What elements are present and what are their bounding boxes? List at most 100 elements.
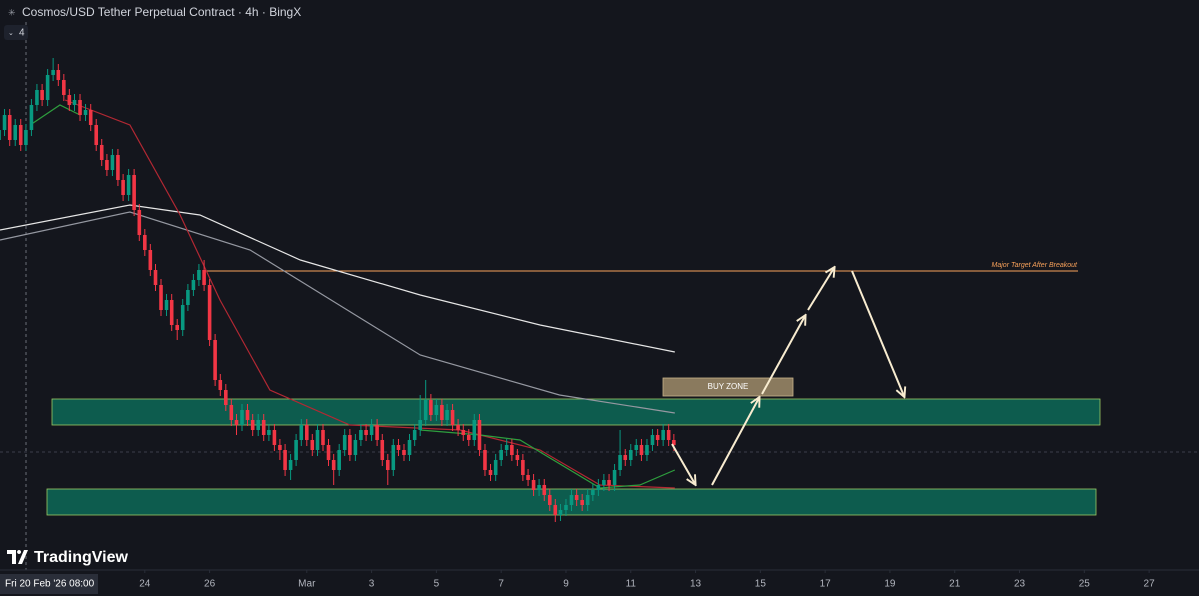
candle-body [639,445,644,455]
plot [0,58,676,522]
candle-body [440,405,444,420]
candle-body [40,90,44,100]
candle-body [596,485,601,490]
candle-body [407,440,412,455]
candle-body [650,435,655,445]
candle-body [612,470,617,485]
candle-body [191,280,196,290]
moving-average [420,429,676,489]
candle-body [369,425,374,435]
x-tick-label: 25 [1079,579,1091,590]
candle-body [569,495,574,505]
candle-body [143,235,147,250]
candle-body [261,420,266,435]
candle-body [234,420,239,425]
x-tick-label: 9 [563,579,569,590]
candle-body [240,410,244,425]
candle-body [7,115,12,140]
candle-body [267,430,271,435]
buy-zone-box [662,377,794,397]
candle-body [197,270,201,280]
candle-body [450,410,455,425]
candle-body [35,90,39,105]
candle-body [628,450,633,460]
candle-body [607,480,611,485]
arrows [671,268,904,485]
candle-body [310,440,315,450]
candle-body [542,485,547,495]
candle-body [29,105,34,130]
candle-body [229,405,234,420]
target-label: Major Target After Breakout [992,262,1079,269]
candle-body [159,285,163,310]
candle-body [326,445,331,460]
x-tick-label: 7 [498,579,504,590]
candle-body [132,175,136,210]
x-tick-label: Mar [298,579,316,590]
candle-body [531,480,536,490]
candle-body [331,460,336,470]
candle-body [116,155,120,180]
candle-body [429,400,433,415]
candle-body [666,430,671,440]
indicator-box[interactable] [4,25,28,40]
candle-body [186,290,190,305]
x-tick-label: 24 [139,579,151,590]
candle-body [661,430,665,440]
candle-body [434,405,439,415]
indicator-chevron: ⌄ [8,30,14,37]
symbol-icon: ✳ [8,7,16,17]
candle-body [385,460,390,470]
x-tick-label: 13 [690,579,702,590]
candle-body [2,115,7,130]
candle-body [148,250,153,270]
candle-body [585,495,590,505]
candle-body [353,440,358,455]
x-tick-label: 23 [1014,579,1026,590]
candle-body [412,430,417,440]
candle-body [315,430,320,450]
candle-body [521,460,525,475]
x-tick-label: 26 [204,579,216,590]
indicator-label: 4 [19,28,25,39]
candle-body [445,410,449,420]
candle-body [110,155,115,170]
candle-body [342,435,347,450]
candle-body [499,450,503,460]
moving-average [64,99,675,489]
candle-body [137,210,142,235]
candle-body [99,145,104,160]
candle-body [537,485,541,490]
candle-body [402,450,406,455]
candle-body [423,400,428,420]
candle-body [180,305,185,330]
candle-body [67,95,72,105]
candle-body [299,425,304,440]
candle-body [477,420,482,450]
candle-body [466,435,471,440]
candle-body [337,450,341,470]
candle-body [224,390,228,405]
candle-body [218,380,223,390]
x-tick-label: 19 [884,579,896,590]
candle-body [105,160,109,170]
candle-body [375,425,379,440]
candle-body [13,125,18,140]
candle-body [272,430,277,445]
candle-body [304,425,309,440]
candle-body [634,445,639,450]
arrow [807,268,834,311]
candle-body [472,420,477,440]
x-tick-label: 17 [820,579,832,590]
moving-average [0,211,675,414]
candle-body [45,75,50,100]
candle-body [602,480,606,485]
candle-body [504,445,509,450]
crosshair-label-box [0,574,98,594]
candle-body [488,470,493,475]
candle-body [348,435,352,455]
candle-body [256,420,261,430]
candle-body [294,440,298,460]
candle-body [321,430,325,445]
